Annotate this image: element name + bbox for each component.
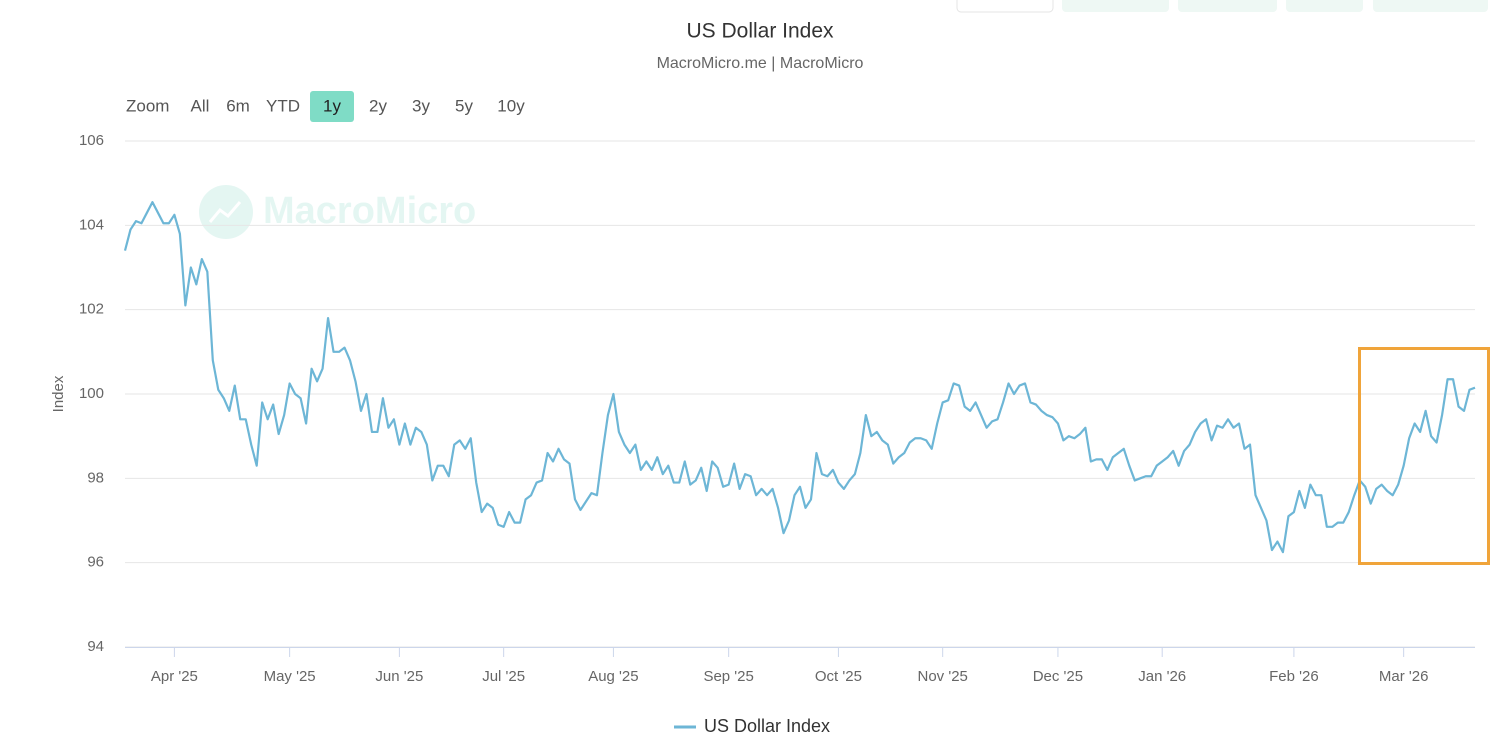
- toolbar-button[interactable]: [1062, 0, 1169, 12]
- y-tick-label: 98: [87, 469, 104, 486]
- range-selector: Zoom All 6m YTD 1y 2y 3y 5y 10y: [126, 91, 525, 122]
- chart-title: US Dollar Index: [686, 20, 834, 43]
- legend-label[interactable]: US Dollar Index: [704, 716, 830, 736]
- toolbar-button[interactable]: [1286, 0, 1363, 12]
- watermark-logo: [199, 185, 253, 239]
- range-button-label[interactable]: 5y: [455, 96, 473, 115]
- x-tick-label: Feb '26: [1269, 668, 1319, 685]
- x-tick-label: Oct '25: [815, 668, 862, 685]
- x-tick-label: Dec '25: [1033, 668, 1083, 685]
- range-button-label[interactable]: 1y: [323, 96, 341, 115]
- x-tick-label: Jun '25: [375, 668, 423, 685]
- range-button-label[interactable]: 6m: [226, 96, 250, 115]
- range-button[interactable]: [310, 91, 354, 122]
- x-tick-label: May '25: [264, 668, 316, 685]
- toolbar-button[interactable]: [1373, 0, 1488, 12]
- chart-subtitle: MacroMicro.me | MacroMicro: [657, 55, 864, 72]
- watermark: MacroMicro: [199, 185, 476, 239]
- y-tick-label: 106: [79, 132, 104, 149]
- y-tick-label: 100: [79, 385, 104, 402]
- data-line: [123, 201, 1476, 554]
- range-selector-label: Zoom: [126, 96, 169, 115]
- y-axis-title: Index: [50, 375, 67, 412]
- highlight-box: [1358, 347, 1490, 565]
- x-tick-label: Jan '26: [1138, 668, 1186, 685]
- y-tick-label: 102: [79, 301, 104, 318]
- watermark-logo-mark: [208, 201, 242, 223]
- legend[interactable]: US Dollar Index: [674, 716, 830, 736]
- toolbar-button[interactable]: [1178, 0, 1277, 12]
- range-button-label[interactable]: All: [191, 96, 210, 115]
- range-button-label[interactable]: 2y: [369, 96, 387, 115]
- range-button-label[interactable]: YTD: [266, 96, 300, 115]
- x-tick-label: Aug '25: [588, 668, 638, 685]
- range-button-label[interactable]: 3y: [412, 96, 430, 115]
- x-tick-label: Mar '26: [1379, 668, 1429, 685]
- range-button-label[interactable]: 10y: [497, 96, 525, 115]
- y-tick-label: 104: [79, 216, 104, 233]
- toolbar-button[interactable]: [956, 0, 1054, 13]
- x-tick-label: Nov '25: [917, 668, 967, 685]
- y-tick-label: 96: [87, 554, 104, 571]
- x-tick-label: Jul '25: [482, 668, 525, 685]
- x-tick-label: Apr '25: [151, 668, 198, 685]
- x-tick-label: Sep '25: [703, 668, 753, 685]
- y-tick-label: 94: [87, 638, 104, 655]
